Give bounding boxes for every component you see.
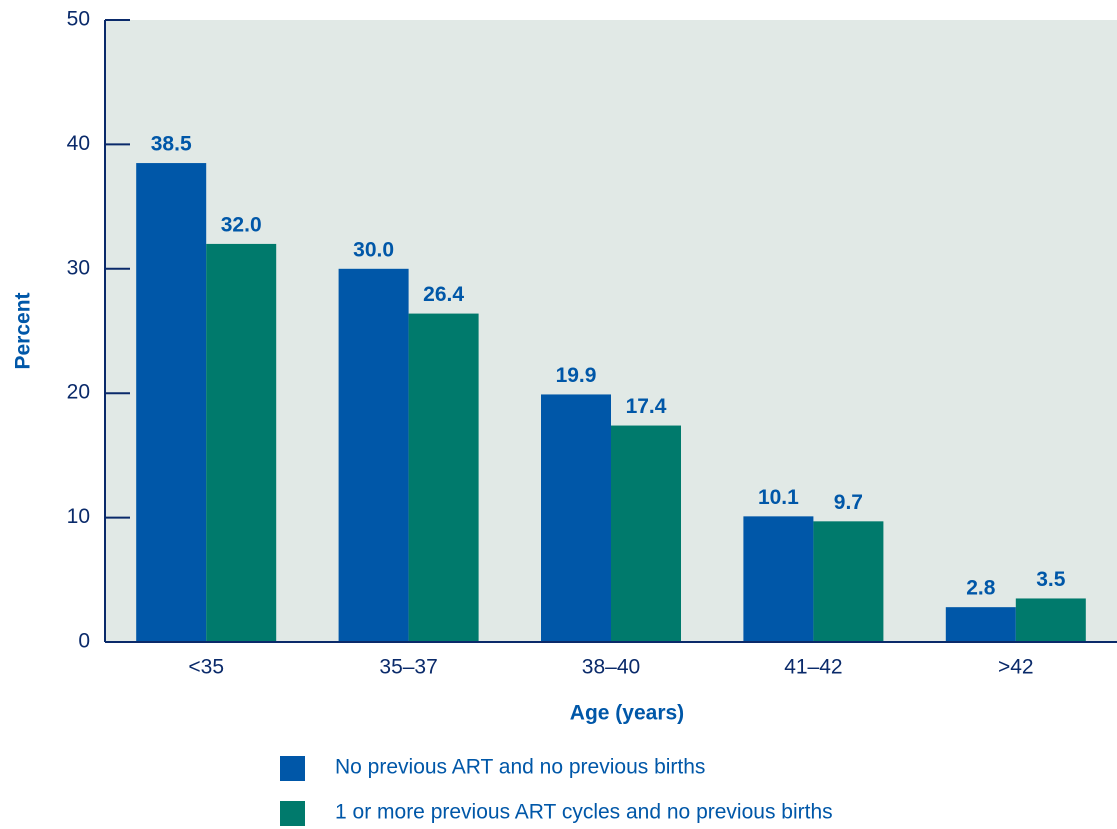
- value-label: 38.5: [151, 133, 192, 156]
- y-tick-label: 0: [78, 630, 90, 653]
- bar: [338, 268, 409, 642]
- y-tick-label: 50: [67, 8, 90, 31]
- y-tick-label: 40: [67, 132, 90, 155]
- value-label: 9.7: [834, 491, 863, 514]
- bar: [1015, 598, 1086, 642]
- y-tick-label: 20: [67, 381, 90, 404]
- x-tick-label: 41–42: [784, 656, 842, 679]
- x-tick-label: 35–37: [379, 656, 437, 679]
- y-tick-label: 30: [67, 256, 90, 279]
- bar: [408, 313, 479, 642]
- value-label: 17.4: [626, 395, 667, 418]
- y-tick-label: 10: [67, 505, 90, 528]
- bar: [813, 521, 884, 642]
- x-tick-label: 38–40: [582, 656, 640, 679]
- value-label: 32.0: [221, 213, 262, 236]
- bar: [136, 163, 207, 642]
- bar: [611, 425, 681, 642]
- legend-label: No previous ART and no previous births: [335, 756, 705, 779]
- x-tick-label: >42: [998, 656, 1034, 679]
- x-axis-label: Age (years): [570, 702, 684, 725]
- value-label: 26.4: [423, 283, 464, 306]
- value-label: 2.8: [966, 577, 996, 600]
- bar: [541, 394, 611, 642]
- value-label: 19.9: [556, 364, 597, 387]
- bar: [743, 516, 814, 642]
- legend-swatch: [280, 801, 305, 826]
- bar: [945, 607, 1016, 642]
- value-label: 3.5: [1036, 568, 1066, 591]
- y-axis-label: Percent: [12, 292, 35, 369]
- value-label: 10.1: [758, 486, 799, 509]
- bar: [206, 243, 277, 643]
- legend-swatch: [280, 756, 305, 781]
- value-label: 30.0: [353, 238, 394, 261]
- x-tick-label: <35: [188, 656, 224, 679]
- legend-label: 1 or more previous ART cycles and no pre…: [335, 801, 833, 824]
